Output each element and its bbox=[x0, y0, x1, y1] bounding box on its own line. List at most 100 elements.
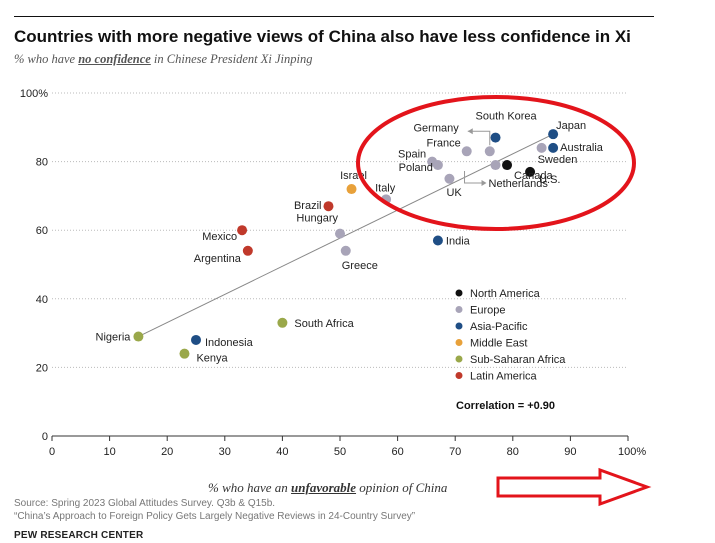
data-point bbox=[432, 235, 443, 246]
point-label: South Africa bbox=[294, 318, 354, 330]
data-point bbox=[277, 317, 288, 328]
germany-arrow-head bbox=[467, 128, 473, 135]
point-label: Germany bbox=[414, 122, 460, 134]
germany-leader-line bbox=[467, 130, 491, 146]
label-leaders bbox=[464, 128, 491, 187]
y-tick-label: 40 bbox=[36, 294, 48, 306]
x-tick-label: 20 bbox=[161, 446, 173, 458]
data-point bbox=[525, 166, 536, 177]
x-tick-label: 80 bbox=[507, 446, 519, 458]
legend-label: Europe bbox=[470, 305, 505, 317]
y-tick-label: 20 bbox=[36, 362, 48, 374]
data-point bbox=[536, 142, 547, 153]
point-label: South Korea bbox=[476, 111, 538, 123]
point-label: Netherlands bbox=[489, 178, 549, 190]
data-point bbox=[444, 173, 455, 184]
data-point bbox=[242, 245, 253, 256]
point-label: Greece bbox=[342, 260, 378, 272]
legend-swatch bbox=[455, 372, 463, 379]
brand-name: PEW RESEARCH CENTER bbox=[14, 530, 144, 541]
data-point bbox=[548, 129, 559, 140]
legend-label: North America bbox=[470, 288, 541, 300]
point-label: Mexico bbox=[202, 231, 237, 243]
netherlands-leader-line bbox=[464, 171, 483, 184]
point-label: Spain bbox=[398, 149, 426, 161]
highlight-ellipse bbox=[356, 95, 636, 231]
data-point bbox=[432, 160, 443, 171]
x-tick-label: 90 bbox=[564, 446, 576, 458]
correlation-annotation: Correlation = +0.90 bbox=[456, 400, 555, 412]
point-label: Canada bbox=[514, 170, 553, 182]
xlabel-post: opinion of China bbox=[356, 480, 448, 495]
data-point bbox=[548, 142, 559, 153]
trendline bbox=[138, 133, 554, 337]
data-point bbox=[323, 201, 334, 212]
legend-label: Middle East bbox=[470, 338, 527, 350]
data-point bbox=[179, 348, 190, 359]
xlabel-emphasis: unfavorable bbox=[291, 480, 357, 495]
point-label: UK bbox=[446, 187, 462, 199]
point-label: Argentina bbox=[194, 253, 242, 265]
data-point bbox=[346, 184, 357, 195]
point-label: Nigeria bbox=[96, 332, 132, 344]
x-axis-label: % who have an unfavorable opinion of Chi… bbox=[208, 480, 447, 496]
point-label: France bbox=[426, 137, 460, 149]
y-axis-ticks: 0 20 40 60 80 100% bbox=[20, 88, 48, 443]
legend-label: Sub-Saharan Africa bbox=[470, 354, 566, 366]
legend-label: Asia-Pacific bbox=[470, 321, 528, 333]
x-tick-label: 30 bbox=[219, 446, 231, 458]
legend-label: Latin America bbox=[470, 371, 538, 383]
data-points bbox=[133, 129, 559, 359]
data-labels: Nigeria Kenya Indonesia South Africa Mexico A… bbox=[96, 111, 604, 365]
x-tick-label: 40 bbox=[276, 446, 288, 458]
point-label: Sweden bbox=[538, 154, 578, 166]
legend-swatch bbox=[455, 306, 463, 313]
x-tick-label: 50 bbox=[334, 446, 346, 458]
data-point bbox=[335, 228, 345, 239]
subtitle-pre: % who have bbox=[14, 52, 79, 66]
legend-swatch bbox=[455, 289, 463, 297]
point-label: Brazil bbox=[294, 200, 322, 212]
data-point bbox=[490, 160, 501, 171]
trendline-group bbox=[138, 133, 554, 337]
point-label: Japan bbox=[556, 120, 586, 132]
x-tick-label: 100% bbox=[618, 446, 646, 458]
point-label: U.S. bbox=[539, 174, 560, 186]
legend-swatch bbox=[455, 355, 463, 363]
x-axis-ticks: 0 10 20 30 40 50 60 70 80 90 100% bbox=[49, 436, 646, 458]
netherlands-arrow-head bbox=[481, 180, 487, 187]
y-tick-label: 80 bbox=[36, 157, 48, 169]
chart-subtitle: % who have no confidence in Chinese Pres… bbox=[14, 52, 312, 67]
grid-lines bbox=[52, 92, 628, 437]
x-tick-label: 0 bbox=[49, 446, 55, 458]
point-label: Australia bbox=[560, 142, 604, 154]
x-tick-label: 60 bbox=[391, 446, 403, 458]
point-label: India bbox=[446, 235, 471, 247]
point-label: Indonesia bbox=[205, 337, 254, 349]
source-note: Source: Spring 2023 Global Attitudes Sur… bbox=[14, 497, 415, 523]
legend-swatch bbox=[455, 339, 463, 346]
y-tick-label: 60 bbox=[36, 225, 48, 237]
source-line-1: Source: Spring 2023 Global Attitudes Sur… bbox=[14, 498, 276, 509]
point-label: Poland bbox=[399, 162, 433, 174]
data-point bbox=[461, 146, 472, 157]
y-tick-label: 0 bbox=[42, 431, 48, 443]
point-label: Italy bbox=[375, 182, 396, 194]
data-point bbox=[340, 245, 351, 256]
legend-swatch bbox=[455, 322, 463, 330]
subtitle-emphasis: no confidence bbox=[78, 52, 151, 66]
red-arrow-icon bbox=[496, 467, 652, 507]
point-label: Hungary bbox=[296, 213, 338, 225]
data-point bbox=[237, 225, 248, 236]
top-rule bbox=[14, 16, 654, 17]
source-line-2: “China’s Approach to Foreign Policy Gets… bbox=[14, 511, 416, 522]
y-tick-label: 100% bbox=[20, 88, 48, 100]
legend: North America Europe Asia-Pacific Middle Ea… bbox=[455, 288, 566, 383]
data-point bbox=[490, 132, 501, 143]
chart-title: Countries with more negative views of Ch… bbox=[14, 27, 631, 46]
data-point bbox=[133, 331, 144, 342]
x-tick-label: 10 bbox=[103, 446, 115, 458]
xlabel-pre: % who have an bbox=[208, 480, 292, 495]
data-point bbox=[191, 334, 201, 345]
